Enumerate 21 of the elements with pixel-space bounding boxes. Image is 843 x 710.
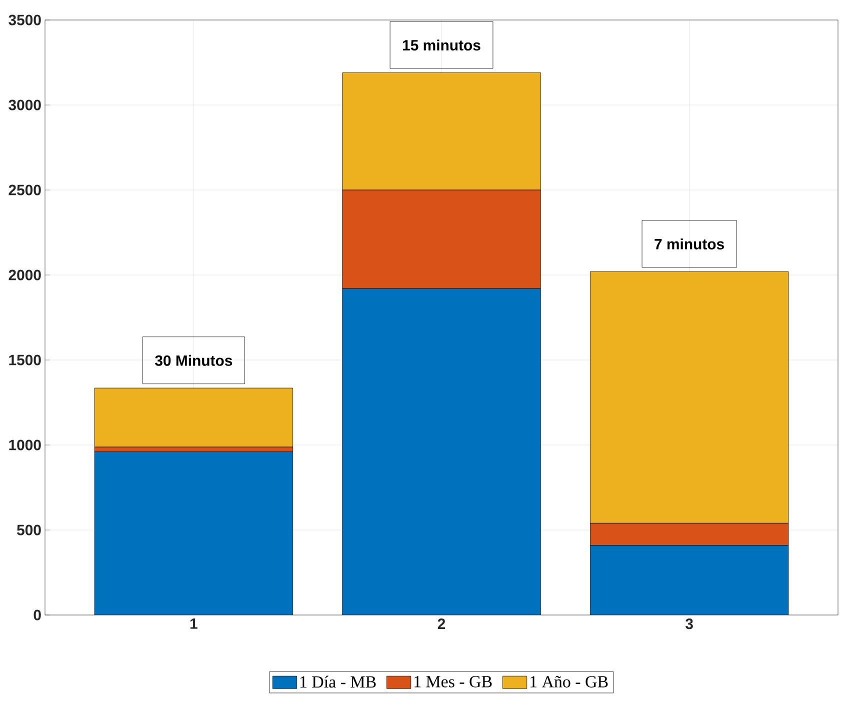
y-tick-label: 2500 bbox=[8, 184, 41, 196]
bar bbox=[342, 288, 541, 615]
legend-label: 1 Día - MB bbox=[300, 676, 376, 688]
y-tick-label: 500 bbox=[17, 524, 41, 536]
legend-label: 1 Mes - GB bbox=[414, 676, 492, 688]
x-tick-label: 1 bbox=[190, 618, 198, 629]
legend-label: 1 Año - GB bbox=[530, 676, 608, 688]
annotation: 30 Minutos bbox=[155, 354, 232, 366]
y-tick-label: 1000 bbox=[9, 440, 41, 450]
bar bbox=[590, 545, 789, 615]
y-tick-label: 3000 bbox=[8, 100, 41, 110]
y-tick-label: 2000 bbox=[8, 270, 41, 280]
y-tick-label: 0 bbox=[34, 610, 41, 620]
annotation: 7 minutos bbox=[654, 238, 724, 250]
y-tick-label: 1500 bbox=[9, 354, 41, 366]
annotation: 15 minutos bbox=[402, 40, 480, 51]
x-tick-label: 3 bbox=[686, 618, 693, 630]
bar bbox=[94, 388, 294, 448]
y-tick-label: 3500 bbox=[8, 14, 41, 26]
x-tick-label: 2 bbox=[438, 618, 446, 629]
bar bbox=[94, 452, 293, 615]
